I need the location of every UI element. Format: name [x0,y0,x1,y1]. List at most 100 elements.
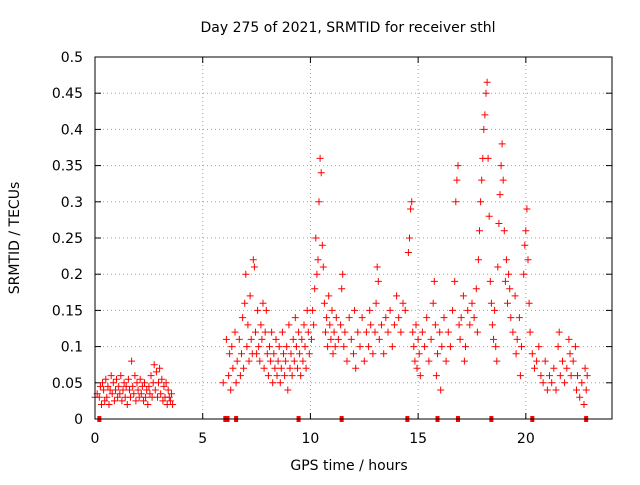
data-point [104,382,112,390]
data-point [401,306,409,314]
data-point [269,379,277,387]
data-point [278,328,286,336]
data-point [580,401,588,408]
data-point [267,357,275,365]
data-point [354,328,362,336]
data-point [165,393,173,401]
data-point [304,328,312,336]
data-point [137,390,145,398]
data-point [581,364,589,372]
data-point [565,335,573,343]
data-point [362,328,370,336]
data-point [431,321,439,329]
data-point [266,343,273,351]
data-point [436,328,444,336]
data-point [351,306,359,314]
data-point [138,382,146,390]
data-point [325,292,333,300]
data-point [518,343,525,351]
data-point [152,368,160,376]
data-point [332,314,340,322]
data-point [308,335,315,343]
data-point [164,386,172,394]
data-point [412,321,420,329]
data-point [288,372,296,380]
data-point [521,241,529,249]
data-point [116,390,124,398]
y-tick-label: 0.25 [52,231,83,247]
data-point [382,314,390,322]
data-point [318,241,326,249]
data-point [286,364,294,372]
data-point [541,357,549,365]
data-point [487,299,495,307]
data-point [537,372,545,380]
axis-ticks [94,56,612,420]
data-point [241,299,249,307]
data-point [455,321,463,329]
data-point [476,227,483,235]
y-tick-label: 0.45 [52,86,83,102]
data-point [525,299,533,307]
data-point [393,292,401,300]
data-point [322,328,329,336]
data-point [492,343,500,351]
data-point [573,386,580,394]
data-point [413,364,421,372]
data-point [341,328,349,336]
data-point [222,335,230,343]
data-point [425,357,433,365]
data-point [366,306,374,314]
data-point [127,393,134,401]
data-point [311,285,319,293]
data-point [569,357,577,365]
data-point [416,372,424,380]
data-point [337,321,345,329]
data-point [113,375,120,383]
data-point [504,299,511,307]
y-tick-label: 0.1 [61,340,83,356]
data-point [369,350,377,358]
data-point [559,357,566,365]
data-point [550,364,558,372]
data-point [350,350,357,358]
data-point [253,350,261,358]
data-point [339,270,347,278]
data-point [507,314,515,322]
plot-frame [94,56,613,420]
data-point [543,386,551,394]
data-point [168,390,175,398]
data-point [289,335,297,343]
data-point [491,306,499,314]
data-point [493,357,501,365]
data-point [236,372,244,380]
data-point [126,386,133,394]
data-point [162,379,170,387]
data-point [312,234,320,242]
data-point [296,350,304,358]
data-point [497,162,505,170]
data-point [473,328,481,336]
data-point [449,306,457,314]
data-point [124,375,132,383]
data-point [409,328,417,336]
data-point [430,277,438,285]
data-point [157,390,165,398]
data-point [103,393,111,401]
data-point [225,372,233,380]
data-point [238,350,245,358]
data-point [262,306,270,314]
data-point [105,401,113,408]
data-point [528,350,536,358]
data-point [506,285,514,293]
data-point [235,335,243,343]
data-point [282,357,290,365]
data-point [384,328,392,336]
data-point [464,306,472,314]
data-point [302,364,310,372]
data-point [486,277,494,285]
data-point [319,263,327,271]
data-point [144,401,152,408]
data-points [91,78,591,408]
